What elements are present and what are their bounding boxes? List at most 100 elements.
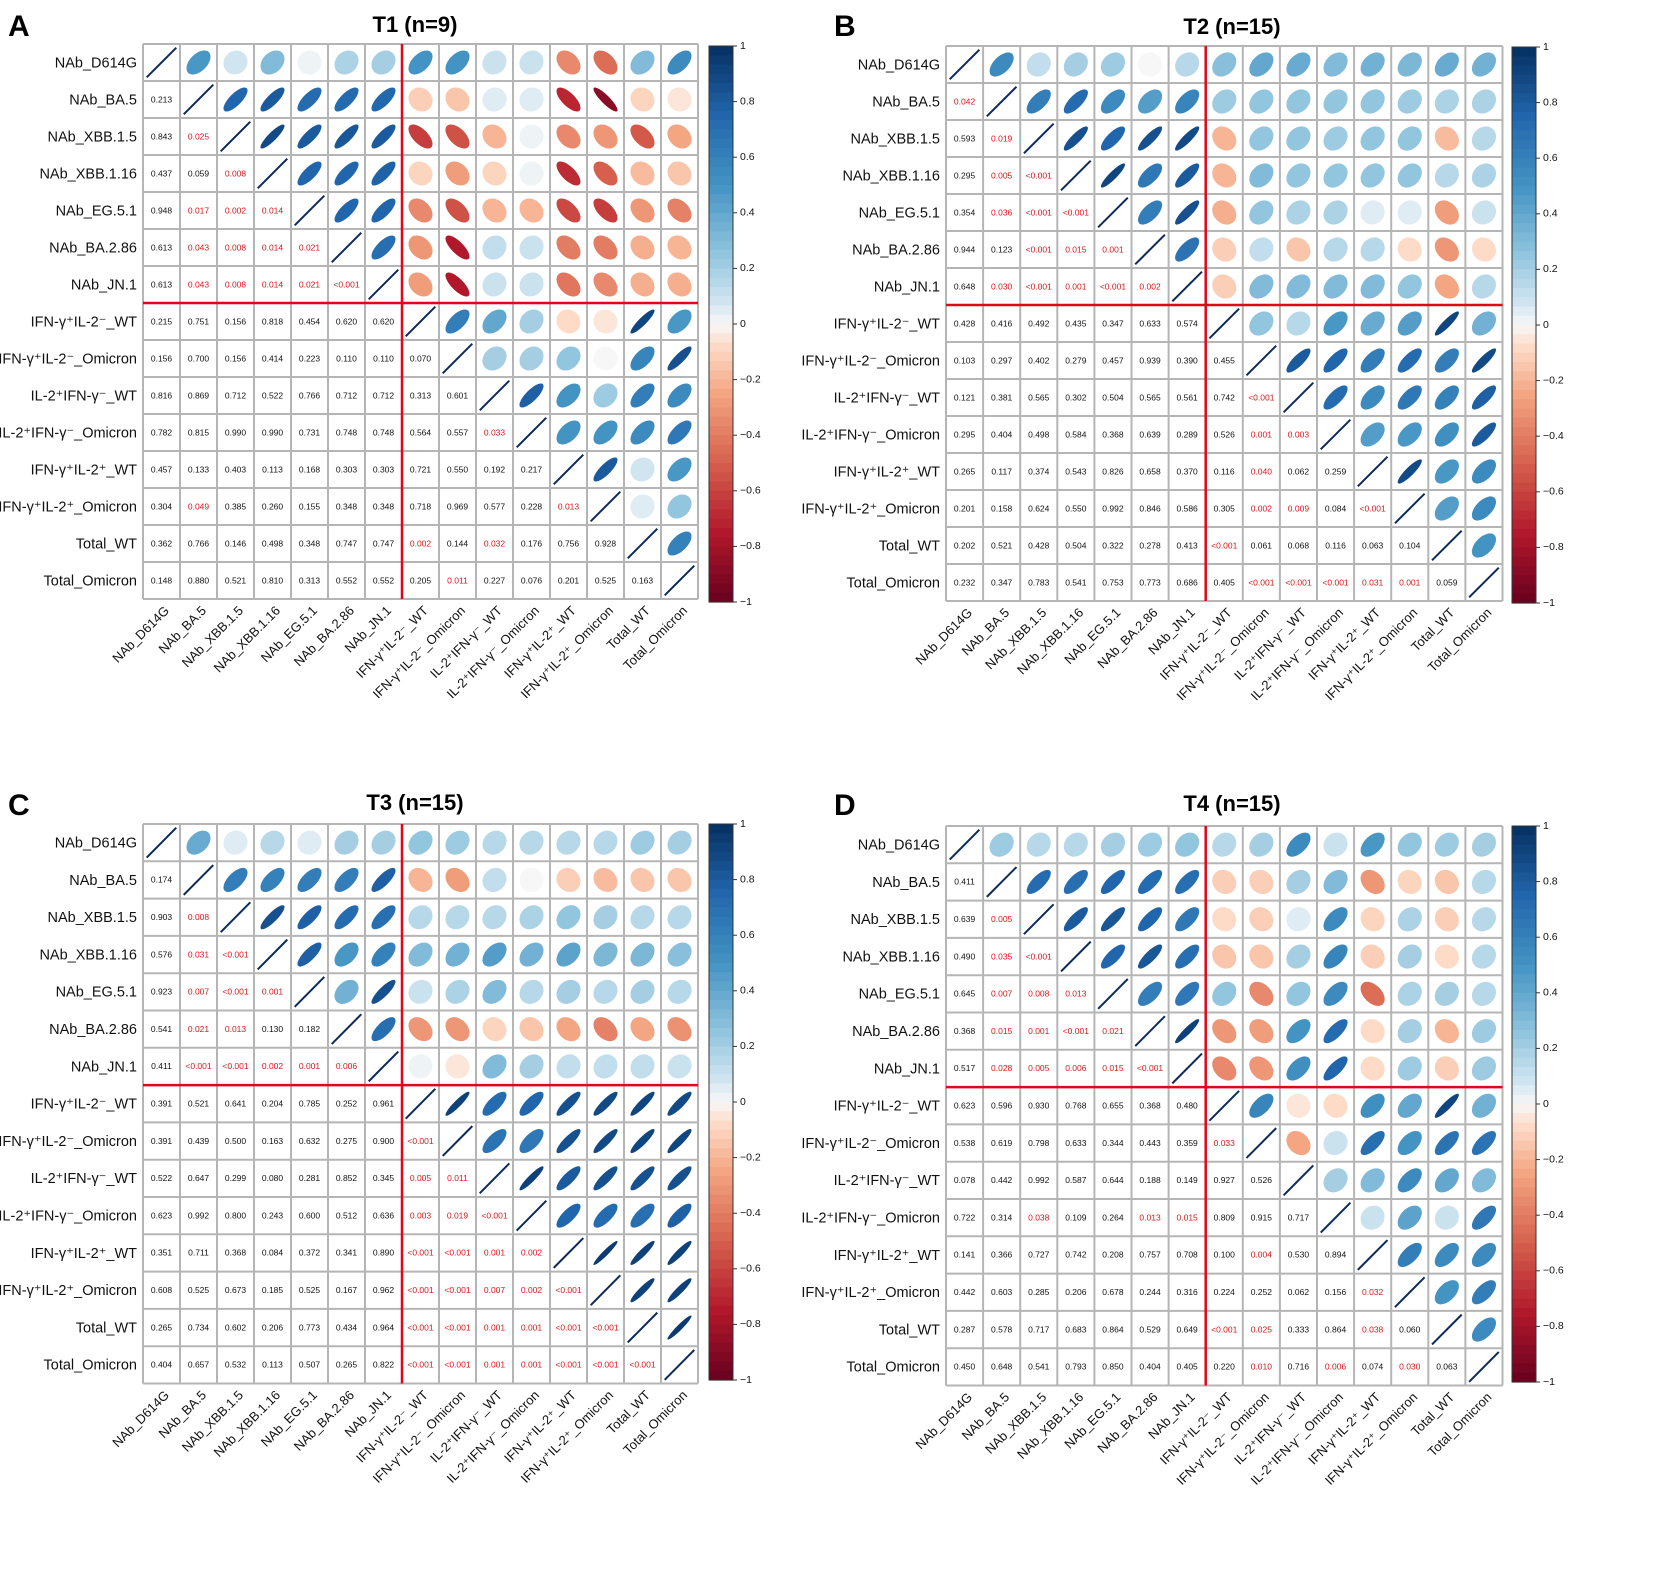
panel-b-p-value: 0.561 xyxy=(1177,392,1199,402)
panel-a-colorbar-segment xyxy=(709,110,733,121)
panel-c-p-value: 0.011 xyxy=(447,1173,468,1183)
panel-c-p-value: 0.391 xyxy=(151,1136,173,1146)
panel-a-colorbar-segment xyxy=(709,101,733,112)
panel-a-corr-ellipse xyxy=(593,87,618,112)
panel-b-p-value: 0.031 xyxy=(1362,577,1384,587)
panel-b-p-value: 0.123 xyxy=(991,244,1013,254)
panel-d-corr-ellipse xyxy=(1063,832,1088,857)
panel-d-colorbar-segment xyxy=(1512,1298,1536,1309)
panel-b-corr-ellipse xyxy=(1397,126,1422,151)
panel-c-colorbar-segment xyxy=(709,861,733,871)
panel-c-corr-ellipse xyxy=(519,1017,544,1042)
panel-b-p-value: 0.104 xyxy=(1399,540,1421,550)
panel-a-corr-ellipse xyxy=(630,457,655,482)
panel-a-p-value: 0.843 xyxy=(151,131,173,141)
panel-b-diagonal-mark xyxy=(1394,492,1426,525)
panel-b-p-value: <0.001 xyxy=(1026,207,1053,217)
panel-a-p-value: 0.148 xyxy=(151,575,173,585)
panel-b-corr-ellipse xyxy=(1360,348,1385,373)
panel-b-corr-ellipse xyxy=(1471,348,1497,373)
panel-c-corr-ellipse xyxy=(297,830,322,855)
panel-c-colorbar-segment xyxy=(709,1268,733,1279)
panel-b-corr-ellipse xyxy=(1175,126,1200,151)
panel-a-p-value: 0.205 xyxy=(410,575,432,585)
panel-d-diagonal-mark xyxy=(1431,1313,1463,1346)
panel-d-corr-ellipse xyxy=(1360,907,1385,932)
panel-a-colorbar-segment xyxy=(709,435,733,446)
panel-b-colorbar-segment xyxy=(1512,565,1536,576)
panel-d-diagonal-mark xyxy=(1134,1015,1166,1047)
panel-a-corr-ellipse xyxy=(630,383,655,408)
panel-c-p-value: 0.341 xyxy=(336,1248,358,1258)
panel-d-corr-ellipse xyxy=(1286,944,1311,969)
panel-d-corr-ellipse xyxy=(1249,907,1274,932)
panel-b-colorbar-segment xyxy=(1512,334,1536,345)
panel-a-colorbar-segment xyxy=(709,129,733,140)
panel-b-corr-ellipse xyxy=(1471,126,1497,151)
panel-c-corr-ellipse xyxy=(630,1054,655,1079)
panel-c-corr-ellipse xyxy=(519,867,544,892)
panel-b-corr-ellipse xyxy=(1175,237,1200,262)
panel-c-colorbar-segment xyxy=(709,935,733,946)
panel-b-row-label-nab-d614g: NAb_D614G xyxy=(858,57,940,73)
panel-d-p-value: <0.001 xyxy=(1137,1063,1164,1073)
panel-c-corr-ellipse xyxy=(630,1166,655,1191)
panel-d-corr-ellipse xyxy=(1397,1168,1422,1193)
panel-a-corr-ellipse xyxy=(519,124,544,149)
panel-a-corr-ellipse xyxy=(408,272,433,297)
panel-d-colorbar-tick-label: −0.6 xyxy=(1543,1265,1564,1277)
panel-c-corr-ellipse xyxy=(593,1129,618,1154)
panel-d-colorbar-segment xyxy=(1512,909,1536,920)
panel-a-colorbar-segment xyxy=(709,509,733,520)
panel-a-corr-ellipse xyxy=(667,198,692,223)
panel-d-colorbar-segment xyxy=(1512,1205,1536,1216)
panel-c-colorbar-segment xyxy=(709,916,733,927)
panel-d-colorbar-segment xyxy=(1512,890,1536,901)
panel-b-colorbar-segment xyxy=(1512,352,1536,363)
panel-c-corr-ellipse xyxy=(556,830,581,855)
panel-d-colorbar-segment xyxy=(1512,1113,1536,1124)
panel-d-corr-ellipse xyxy=(1249,981,1274,1006)
panel-a-corr-ellipse xyxy=(593,272,618,297)
panel-a-p-value: 0.712 xyxy=(225,390,247,400)
panel-c-corr-ellipse xyxy=(667,1166,692,1191)
panel-d-corr-ellipse xyxy=(1397,944,1422,969)
panel-d-p-value: 0.442 xyxy=(954,1287,976,1297)
panel-d-colorbar-segment xyxy=(1512,1280,1536,1290)
panel-c-corr-ellipse xyxy=(408,942,433,967)
panel-a-colorbar-tick-label: −1 xyxy=(740,596,752,608)
panel-c-p-value: 0.507 xyxy=(299,1360,321,1370)
panel-b-colorbar-segment xyxy=(1512,84,1536,94)
panel-b-corr-ellipse xyxy=(1397,89,1422,114)
panel-c-corr-ellipse xyxy=(630,1240,655,1265)
panel-a-colorbar-segment xyxy=(709,138,733,149)
panel-b-colorbar-tick-label: 0.2 xyxy=(1543,263,1558,275)
panel-a-colorbar-segment xyxy=(709,92,733,103)
panel-d-corr-ellipse xyxy=(989,832,1014,857)
panel-a-colorbar-segment xyxy=(709,398,733,408)
panel-c-diagonal-mark xyxy=(515,1200,548,1232)
panel-a-p-value: 0.076 xyxy=(521,575,543,585)
panel-b-p-value: <0.001 xyxy=(1285,577,1312,587)
panel-b-colorbar-segment xyxy=(1512,389,1536,400)
panel-d-p-value: 0.038 xyxy=(1362,1324,1384,1334)
panel-c-colorbar-segment xyxy=(709,1111,733,1122)
panel-a-colorbar-tick-label: −0.8 xyxy=(740,540,761,552)
panel-c-colorbar-segment xyxy=(709,1037,733,1047)
panel-a-colorbar-segment xyxy=(709,351,733,362)
panel-c-corr-ellipse xyxy=(556,1017,581,1042)
panel-c-p-value: 0.185 xyxy=(262,1285,284,1295)
panel-d-p-value: 0.015 xyxy=(991,1026,1013,1036)
panel-b-corr-ellipse xyxy=(1397,200,1422,225)
panel-b-p-value: 0.003 xyxy=(1288,429,1310,439)
panel-b-p-value: 0.116 xyxy=(1325,540,1346,550)
panel-c-colorbar-segment xyxy=(709,1083,733,1094)
panel-d-colorbar-segment xyxy=(1512,1187,1536,1198)
panel-c-corr-ellipse xyxy=(519,905,544,930)
panel-c-p-value: <0.001 xyxy=(444,1360,471,1370)
panel-d-p-value: 0.109 xyxy=(1065,1212,1087,1222)
panel-c-corr-ellipse xyxy=(519,942,544,967)
panel-d-corr-ellipse xyxy=(1360,832,1385,857)
panel-d-corr-ellipse xyxy=(1397,869,1422,895)
panel-a-corr-ellipse xyxy=(593,346,618,371)
